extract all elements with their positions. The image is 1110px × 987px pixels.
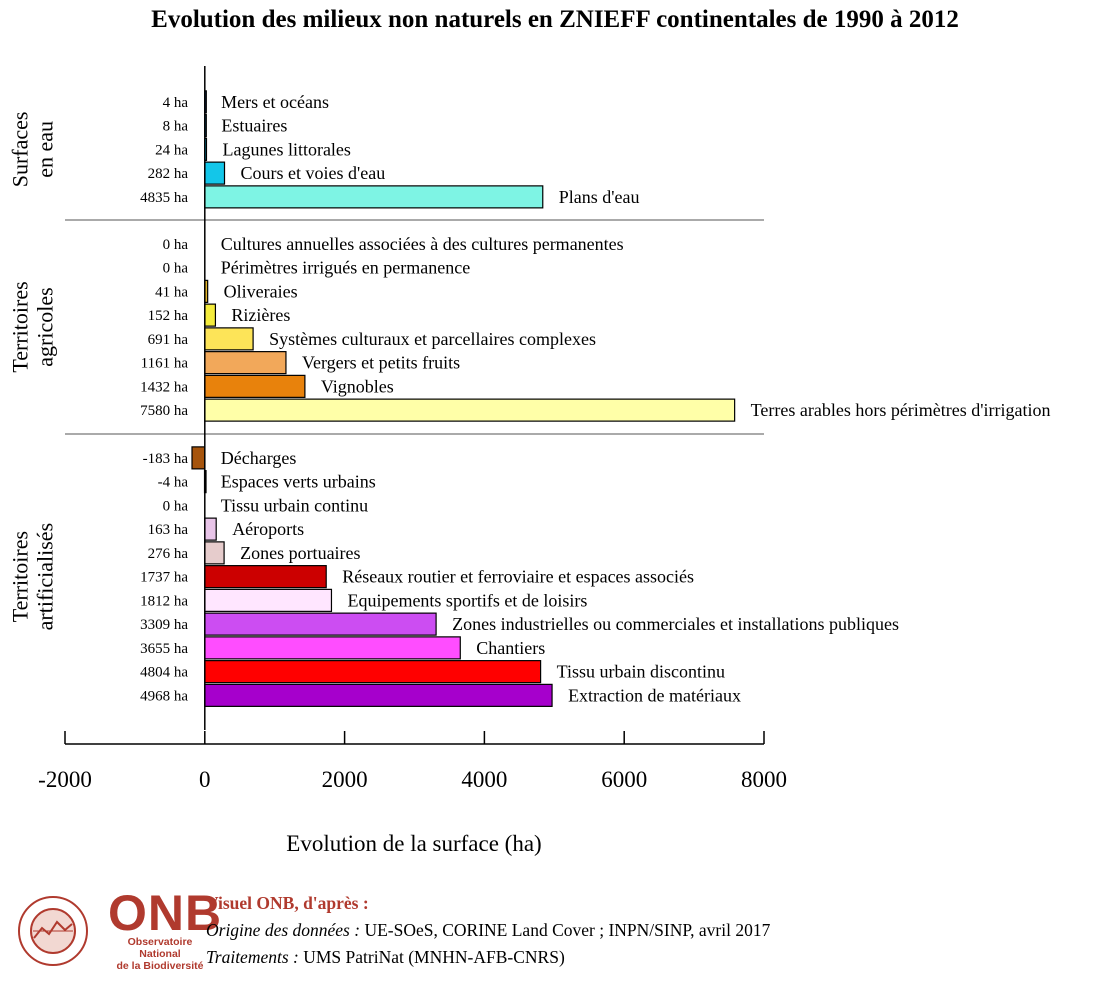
- origin-label: Origine des données :: [206, 920, 361, 940]
- category-label: Equipements sportifs et de loisirs: [347, 590, 587, 610]
- credits-processing: Traitements : UMS PatriNat (MNHN-AFB-CNR…: [206, 944, 770, 971]
- category-label: Espaces verts urbains: [221, 472, 376, 492]
- bar: [204, 185, 544, 209]
- value-label: 1812 ha: [140, 593, 188, 609]
- credits-heading: Visuel ONB, d'après :: [206, 893, 369, 913]
- chart-title: Evolution des milieux non naturels en ZN…: [151, 6, 959, 33]
- value-label: 282 ha: [148, 166, 189, 182]
- value-label: 3655 ha: [140, 641, 188, 657]
- bar: [204, 517, 217, 541]
- value-label: 163 ha: [148, 522, 189, 538]
- value-label: 41 ha: [155, 284, 188, 300]
- group-label: en eau: [33, 121, 58, 178]
- footer: ONB Observatoire National de la Biodiver…: [10, 888, 1100, 978]
- processing-label: Traitements :: [206, 947, 299, 967]
- category-label: Oliveraies: [224, 281, 298, 301]
- category-label: Lagunes littorales: [222, 139, 350, 159]
- value-label: -183 ha: [143, 451, 189, 467]
- bar: [191, 446, 206, 470]
- x-axis-label: Evolution de la surface (ha): [286, 831, 541, 856]
- bar: [204, 588, 333, 612]
- category-label: Tissu urbain continu: [221, 495, 368, 515]
- value-label: 3309 ha: [140, 617, 188, 633]
- value-label: 0 ha: [163, 237, 189, 253]
- value-label: 1737 ha: [140, 570, 188, 586]
- x-tick-label: 8000: [741, 767, 787, 792]
- x-tick-label: 4000: [461, 767, 507, 792]
- category-label: Chantiers: [476, 638, 545, 658]
- category-label: Tissu urbain discontinu: [557, 662, 725, 682]
- category-label: Estuaires: [221, 116, 287, 136]
- category-label: Réseaux routier et ferroviaire et espace…: [342, 567, 694, 587]
- credits-origin: Origine des données : UE-SOeS, CORINE La…: [206, 917, 770, 944]
- category-label: Décharges: [221, 448, 297, 468]
- group-label: Surfaces: [8, 112, 33, 188]
- value-label: 691 ha: [148, 332, 189, 348]
- onb-logo-emblem: [18, 896, 88, 966]
- bar: [204, 327, 254, 351]
- bar: [204, 612, 437, 636]
- category-label: Cultures annuelles associées à des cultu…: [221, 234, 624, 254]
- bar: [204, 161, 226, 185]
- value-label: 1161 ha: [141, 356, 189, 372]
- group-label: Territoires: [8, 531, 33, 622]
- group-label: agricoles: [33, 287, 58, 366]
- bar: [204, 541, 225, 565]
- value-label: -4 ha: [158, 475, 189, 491]
- bar: [204, 303, 217, 327]
- x-tick-label: 6000: [601, 767, 647, 792]
- x-tick-label: 2000: [322, 767, 368, 792]
- value-label: 0 ha: [163, 261, 189, 277]
- value-label: 4968 ha: [140, 688, 188, 704]
- group-label: artificialisés: [33, 523, 58, 631]
- value-label: 1432 ha: [140, 379, 188, 395]
- plot-area: 4 ha Mers et océans 8 ha Estuaires 24 ha Lagu…: [8, 66, 1051, 792]
- bar: [204, 374, 306, 398]
- bar: [204, 565, 327, 589]
- bar: [204, 398, 736, 422]
- category-label: Cours et voies d'eau: [241, 163, 386, 183]
- category-label: Extraction de matériaux: [568, 685, 741, 705]
- category-label: Périmètres irrigués en permanence: [221, 258, 470, 278]
- bar: [204, 351, 287, 375]
- processing-value: UMS PatriNat (MNHN-AFB-CNRS): [298, 947, 565, 967]
- value-label: 4835 ha: [140, 190, 188, 206]
- credits: Visuel ONB, d'après : Origine des donnée…: [206, 890, 770, 971]
- category-label: Vergers et petits fruits: [302, 353, 460, 373]
- category-label: Zones industrielles ou commerciales et i…: [452, 614, 899, 634]
- bar: [204, 636, 461, 660]
- category-label: Rizières: [231, 305, 290, 325]
- logo-acronym: ONB: [108, 885, 223, 941]
- category-label: Plans d'eau: [559, 187, 640, 207]
- value-label: 4804 ha: [140, 665, 188, 681]
- bar: [204, 683, 553, 707]
- x-tick-label: -2000: [38, 767, 92, 792]
- value-label: 0 ha: [163, 498, 189, 514]
- value-label: 4 ha: [163, 95, 189, 111]
- category-label: Systèmes culturaux et parcellaires compl…: [269, 329, 596, 349]
- category-label: Zones portuaires: [240, 543, 360, 563]
- value-label: 7580 ha: [140, 403, 188, 419]
- bar-chart: Evolution des milieux non naturels en ZN…: [8, 6, 1051, 856]
- group-label: Territoires: [8, 281, 33, 372]
- onb-logo-text: ONB Observatoire National de la Biodiver…: [108, 885, 223, 972]
- value-label: 8 ha: [163, 119, 189, 135]
- bar: [204, 660, 542, 684]
- x-tick-label: 0: [199, 767, 211, 792]
- value-label: 24 ha: [155, 142, 188, 158]
- value-label: 276 ha: [148, 546, 189, 562]
- category-label: Terres arables hors périmètres d'irrigat…: [751, 400, 1051, 420]
- category-label: Aéroports: [232, 519, 304, 539]
- category-label: Vignobles: [321, 376, 394, 396]
- logo-subtitle-1: Observatoire National: [127, 936, 193, 960]
- value-label: 152 ha: [148, 308, 189, 324]
- origin-value: UE-SOeS, CORINE Land Cover ; INPN/SINP, …: [360, 920, 771, 940]
- logo-subtitle-2: de la Biodiversité: [116, 960, 204, 972]
- category-label: Mers et océans: [221, 92, 329, 112]
